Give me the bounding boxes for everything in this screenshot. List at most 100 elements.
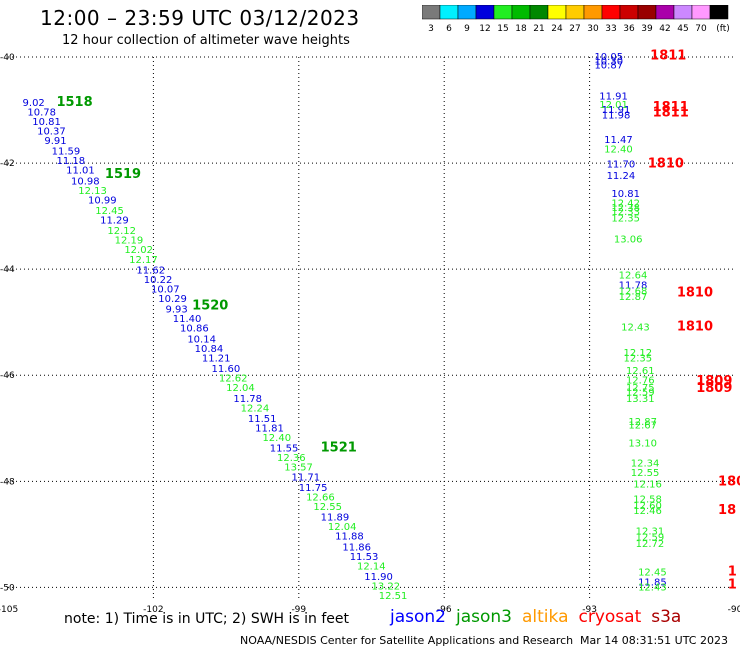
pass-time-label: 1811	[653, 100, 689, 115]
wave-height-label: 11.88	[335, 532, 364, 543]
wave-height-label: 11.40	[173, 314, 202, 325]
colorbar-tick-label: 15	[497, 24, 508, 34]
pass-time-label: 1521	[321, 441, 357, 456]
generated-timestamp: Mar 14 08:31:51 UTC 2023	[580, 634, 728, 647]
wave-height-label: 11.62	[136, 265, 165, 276]
wave-height-label: 11.86	[342, 542, 371, 553]
wave-height-label: 12.13	[78, 186, 107, 197]
wave-height-label: 12.45	[638, 568, 667, 579]
wave-height-label: 11.24	[607, 171, 636, 182]
wave-height-label: 12.40	[262, 433, 291, 444]
wave-height-label: 11.91	[599, 91, 628, 102]
chart-title: 12:00 – 23:59 UTC 03/12/2023	[40, 6, 360, 30]
wave-height-label: 12.04	[328, 522, 357, 533]
wave-height-label: 12.43	[621, 323, 650, 334]
colorbar-tick-label: 33	[605, 24, 616, 34]
series-cryosat: 10.0510.3010.8711.9112.0111.9111.9811.47…	[594, 49, 740, 594]
pass-time-label: 1811	[653, 105, 689, 120]
wave-height-label: 12.12	[107, 226, 136, 237]
pass-time-label: 1518	[56, 95, 92, 110]
pass-time-label: 1810	[648, 156, 684, 171]
wave-height-label: 12.62	[219, 374, 248, 385]
wave-height-label: 12.40	[604, 144, 633, 155]
wave-height-label: 12.38	[611, 203, 640, 214]
colorbar-tick-label: 9	[464, 24, 470, 34]
wave-height-label: 12.16	[633, 480, 662, 491]
wave-height-label: 11.90	[364, 572, 393, 583]
satellite-legend-altika: altika	[522, 607, 569, 627]
series-jason3: 9.0210.7810.8110.379.9111.5911.1811.0110…	[23, 95, 408, 602]
wave-height-label: 10.14	[187, 334, 216, 345]
wave-height-label: 12.58	[633, 495, 662, 506]
wave-height-label: 12.24	[241, 403, 270, 414]
pass-time-label: 180	[718, 475, 740, 490]
wave-height-label: 10.78	[27, 107, 56, 118]
pass-time-label: 1	[728, 577, 737, 592]
wave-height-label: 11.53	[350, 552, 379, 563]
wave-height-label: 10.29	[158, 294, 187, 305]
wave-height-label: 11.59	[52, 147, 81, 158]
wave-height-label: 12.12	[624, 348, 653, 359]
wave-height-label: 12.87	[628, 417, 657, 428]
colorbar-tick-label: 70	[695, 24, 707, 34]
wave-height-label: 12.66	[306, 492, 335, 503]
credit-line: NOAA/NESDIS Center for Satellite Applica…	[240, 634, 574, 647]
pass-time-label: 1520	[192, 298, 228, 313]
x-tick-label: -93	[582, 605, 597, 615]
satellite-legend: jason2 jason3 altika cryosat s3a	[390, 607, 691, 627]
wave-height-label: 12.68	[619, 287, 648, 298]
wave-height-label: 12.43	[638, 583, 667, 594]
wave-height-label: 11.29	[100, 216, 129, 227]
wave-height-label: 12.72	[636, 539, 665, 550]
wave-height-label: 10.22	[144, 275, 173, 286]
y-tick-label: -46	[0, 371, 15, 381]
pass-time-label: 1809	[696, 374, 732, 389]
wave-height-label: 12.76	[626, 376, 655, 387]
wave-height-label: 9.91	[44, 136, 66, 147]
color-scale-legend: 3 6 9 12 15 18 21 24 27 30 33 36 39 42 45 70 (ft)	[422, 5, 730, 34]
chart-subtitle: 12 hour collection of altimeter wave hei…	[62, 33, 350, 48]
wave-height-label: 11.01	[66, 166, 95, 177]
wave-height-label: 13.31	[626, 394, 655, 405]
wave-height-label: 12.87	[619, 292, 648, 303]
satellite-legend-s3a: s3a	[651, 607, 682, 627]
wave-height-label: 12.36	[277, 453, 306, 464]
wave-height-label: 10.81	[611, 189, 640, 200]
wave-height-label: 11.21	[202, 353, 231, 364]
wave-height-label: 11.60	[212, 364, 241, 375]
wave-height-label: 11.91	[602, 105, 631, 116]
satellite-legend-jason3: jason3	[456, 607, 512, 627]
x-tick-label: -99	[291, 605, 306, 615]
pass-time-label: 1	[728, 565, 737, 580]
y-tick-label: -40	[0, 53, 15, 63]
colorbar-tick-label: 3	[428, 24, 434, 34]
wave-height-label: 12.61	[626, 366, 655, 377]
wave-height-label: 12.64	[619, 271, 648, 282]
wave-height-label: 13.57	[284, 463, 313, 474]
x-tick-label: -96	[437, 605, 452, 615]
wave-height-label: 12.35	[611, 213, 640, 224]
colorbar-tick-label: 45	[677, 24, 688, 34]
colorbar-tick-label: 12	[479, 24, 490, 34]
wave-height-label: 11.78	[619, 280, 648, 291]
wave-height-label: 12.01	[599, 100, 628, 111]
wave-height-label: 11.47	[604, 135, 633, 146]
wave-height-label: 10.05	[594, 52, 623, 63]
pass-time-label: 1811	[650, 49, 686, 64]
wave-height-label: 12.35	[624, 353, 653, 364]
pass-time-label: 1810	[677, 286, 713, 301]
pass-time-label: 1810	[677, 320, 713, 335]
wave-height-label: 11.81	[255, 423, 284, 434]
wave-height-label: 12.17	[129, 255, 158, 266]
wave-height-label: 12.59	[626, 387, 655, 398]
wave-height-label: 11.78	[233, 394, 262, 405]
wave-height-label: 10.99	[88, 195, 117, 206]
wave-height-label: 10.84	[195, 344, 224, 355]
pass-time-label: 18	[718, 503, 736, 518]
colorbar-tick-label: 27	[569, 24, 580, 34]
wave-height-label: 12.46	[633, 506, 662, 517]
y-tick-label: -42	[0, 159, 15, 169]
wave-height-label: 11.51	[248, 414, 277, 425]
wave-height-label: 11.55	[270, 444, 299, 455]
